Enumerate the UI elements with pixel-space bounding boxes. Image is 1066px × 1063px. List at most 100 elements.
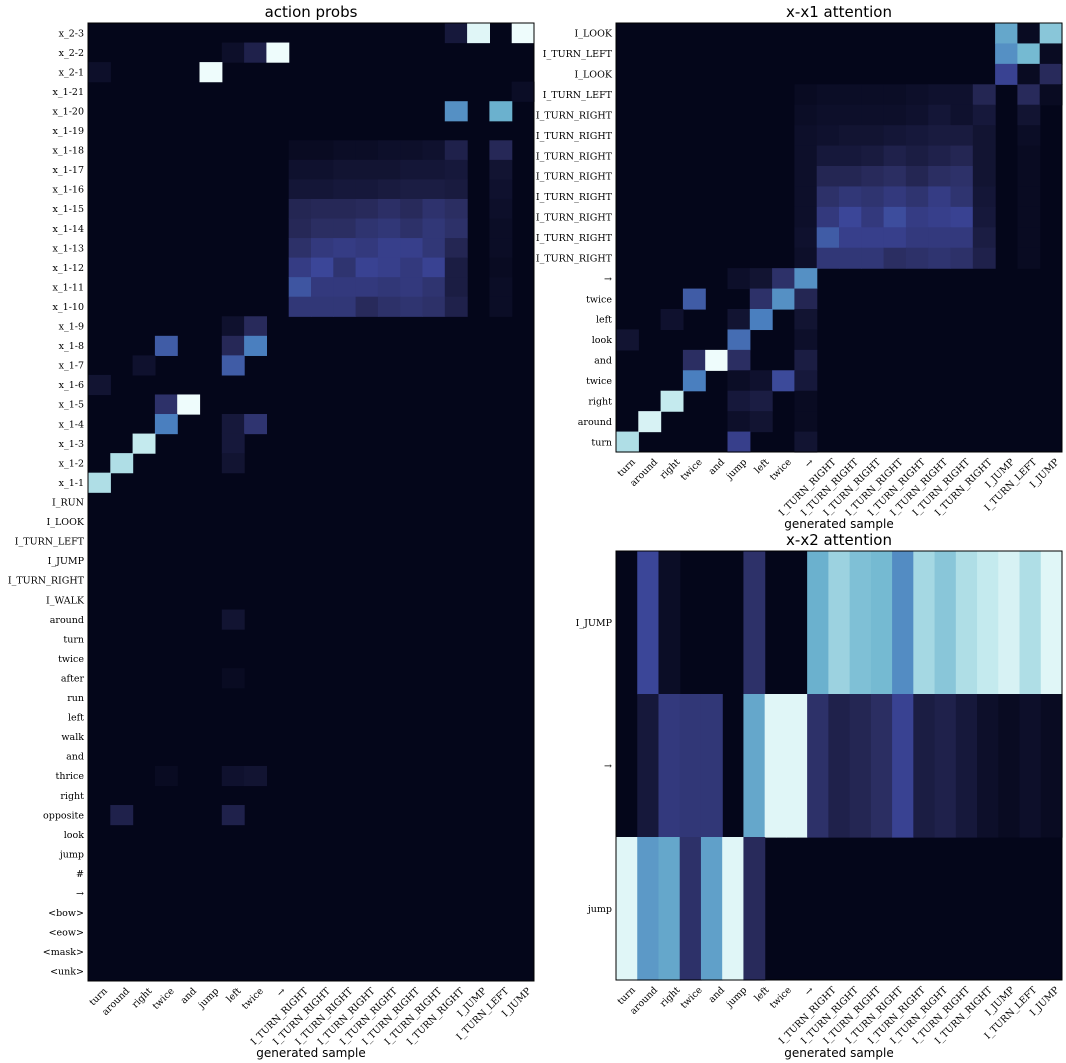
heatmap-cell [400,257,424,278]
heatmap-cell [905,227,929,249]
heatmap-cell [794,247,818,269]
heatmap-cell [905,247,929,269]
heatmap-cell [928,84,952,106]
heatmap-cell [892,551,914,695]
heatmap-cell [749,268,773,290]
heatmap-cell [422,218,446,239]
heatmap-cell [905,125,929,147]
heatmap-cell [1017,145,1041,167]
heatmap-cell [950,186,974,208]
x-tick-label: twice [768,457,794,483]
x-tick-label: → [803,457,816,470]
heatmap-cell [883,186,907,208]
heatmap-cell [807,551,829,695]
heatmap-cell [1017,247,1041,269]
heatmap-cell [355,140,379,161]
heatmap-cell [794,186,818,208]
heatmap-cell [288,218,312,239]
heatmap-cell [467,23,490,44]
heatmap-cell [861,186,885,208]
heatmap-cell [743,837,766,981]
heatmap-cell [221,42,245,63]
heatmap-cell [333,296,357,317]
heatmap-cell [870,551,893,695]
heatmap-cell [816,186,840,208]
y-tick-label: look [64,830,84,841]
heatmap-cell [883,145,907,167]
heatmap-cell [883,206,907,228]
heatmap-cell [928,227,952,249]
x-tick-label: twice [679,457,705,483]
y-tick-label: around [50,615,84,626]
heatmap-cell [928,247,952,269]
y-tick-label: jump [59,849,84,860]
heatmap-cell [311,179,334,200]
heatmap-cell [311,198,334,220]
heatmap-cell [288,179,312,200]
heatmap-cell [794,370,818,392]
y-tick-label: I_TURN_LEFT [543,49,613,60]
y-tick-label: → [604,761,612,772]
heatmap-cell [998,551,1021,695]
heatmap-cell [244,765,267,787]
heatmap-cell [244,316,267,337]
heatmap-cell [861,247,885,269]
title-action-probs: action probs [265,3,358,21]
heatmap-cell [489,296,513,317]
y-tick-label: right [588,396,612,407]
heatmap-cell [972,227,996,249]
heatmap-cell [333,198,357,220]
heatmap-cell [489,140,513,161]
heatmap-cell [950,206,974,228]
heatmap-cell [972,247,996,269]
y-tick-label: x_1-3 [59,439,84,450]
heatmap-cell [905,166,929,188]
y-tick-labels-action-probs: x_2-3 x_2-2 x_2-1 x_1-21 x_1-20 x_1-19 x_1-18x… [8,28,85,977]
heatmap-cell [311,296,334,317]
heatmap-cell [749,309,773,331]
heatmap-cell [221,805,245,826]
heatmap-cell [727,411,751,433]
y-tick-label: x_1-16 [53,185,84,196]
panel-action-probs: action probs x_2-3 x_2-2 x_2-1 x_1-21 x_1-20… [8,3,535,1060]
y-tick-label: x_1-15 [53,204,84,215]
heatmap-cell [816,227,840,249]
heatmap-cell [705,349,729,371]
heatmap-cell [355,238,379,259]
heatmap-cell [333,257,357,278]
heatmap-cell [764,694,787,838]
heatmap-cell [816,247,840,269]
heatmap-cell [333,159,357,181]
heatmap-cell [444,140,468,161]
heatmap-cell [928,145,952,167]
heatmap-cell [288,238,312,259]
heatmap-cell [727,329,751,351]
x-tick-label: twice [151,986,177,1012]
y-tick-label: opposite [43,810,84,821]
heatmap-cell [794,125,818,147]
y-tick-label: x_1-17 [53,165,84,176]
heatmap-cell [749,411,773,433]
x-tick-label: right [130,986,155,1011]
y-tick-label: turn [591,437,612,448]
y-tick-labels-x-x2-attention: I_JUMP → jump [576,618,613,915]
y-tick-label: x_1-6 [59,380,84,391]
y-tick-label: run [67,693,84,704]
y-tick-label: and [66,752,84,763]
y-tick-label: I_WALK [46,595,85,606]
heatmap-cell [377,140,401,161]
y-tick-label: I_TURN_LEFT [15,537,85,548]
y-tick-label: I_TURN_RIGHT [536,151,613,162]
heatmap-cell [1039,84,1063,106]
y-tick-label: x_1-1 [59,478,84,489]
heatmap-cell [722,837,745,981]
heatmap-cells-x-x2-attention [616,551,1063,981]
heatmap-cell [444,277,468,298]
heatmap-cell [444,23,468,44]
heatmap-cell [489,179,513,200]
heatmap-cell [333,140,357,161]
heatmap-cell [244,414,267,435]
heatmap-cell [422,179,446,200]
heatmap-cell [377,296,401,317]
panel-x-x2-attention: x-x2 attention I_JUMP→jump turnaroundrig… [576,531,1063,1060]
